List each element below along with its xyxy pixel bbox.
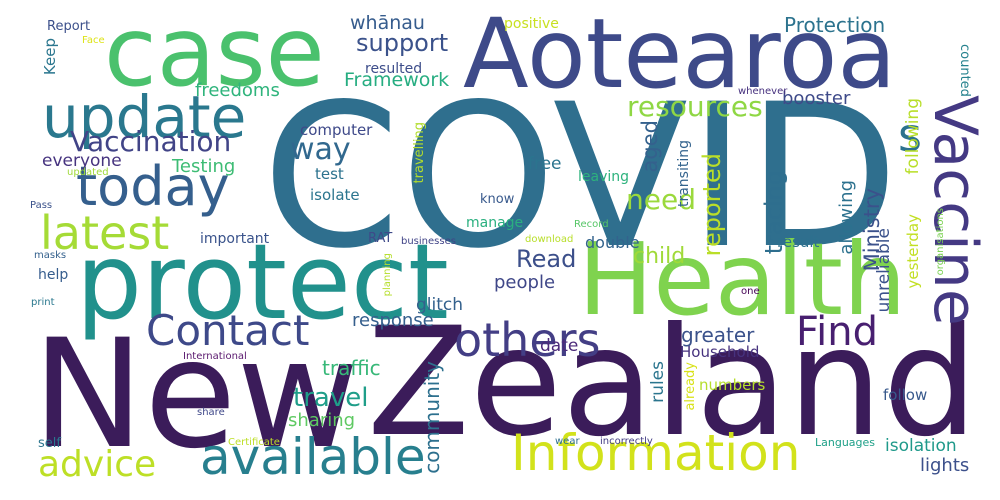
- word-everyone: everyone: [42, 151, 122, 171]
- word-information: Information: [511, 424, 801, 482]
- word-positive: positive: [504, 16, 559, 32]
- word-latest: latest: [40, 206, 170, 260]
- word-date: date: [540, 336, 579, 356]
- word-covid: COVID: [262, 61, 899, 292]
- word-print: print: [31, 297, 55, 308]
- word-whanau: whānau: [350, 12, 425, 34]
- word-zealand: Zealand: [367, 296, 978, 470]
- word-leaving: leaving: [578, 169, 630, 185]
- word-resources: resources: [627, 90, 763, 123]
- word-following: following: [903, 98, 923, 175]
- word-isolate: isolate: [310, 186, 360, 204]
- word-testing: Testing: [172, 156, 236, 177]
- word-pass: Pass: [30, 200, 53, 211]
- word-read: Read: [516, 245, 577, 273]
- word-self: self: [38, 436, 61, 451]
- word-result: result: [777, 233, 820, 251]
- word-glitch: glitch: [416, 295, 464, 315]
- word-health: Health: [578, 221, 907, 338]
- word-way: way: [290, 132, 351, 167]
- word-community: community: [420, 361, 444, 474]
- word-lights: lights: [920, 455, 970, 476]
- word-share: share: [197, 407, 225, 418]
- word-whenever: whenever: [738, 86, 788, 97]
- word-free: free: [528, 154, 562, 174]
- word-help: help: [38, 267, 69, 283]
- word-vaccine: Vaccine: [920, 95, 990, 326]
- word-international: International: [183, 351, 247, 362]
- word-unreliable: unreliable: [874, 228, 894, 313]
- word-today: today: [76, 155, 230, 218]
- word-greater: greater: [681, 323, 755, 347]
- word-update: update: [42, 83, 247, 151]
- word-s: s: [898, 108, 922, 162]
- word-reported: reported: [698, 153, 726, 257]
- word-double: double: [585, 233, 640, 252]
- word-household: Household: [680, 343, 760, 361]
- word-support: support: [356, 29, 449, 57]
- word-protect: protect: [76, 221, 449, 343]
- word-people: people: [494, 272, 556, 293]
- word-one: one: [741, 286, 760, 297]
- word-already: already: [683, 362, 698, 411]
- word-rules: rules: [648, 361, 668, 403]
- word-incorrectly: incorrectly: [600, 436, 653, 447]
- word-certificate: Certificate: [228, 437, 280, 448]
- word-rat: RAT: [368, 231, 393, 246]
- word-need: need: [626, 183, 696, 216]
- word-freedoms: freedoms: [195, 80, 280, 101]
- word-test: test: [315, 165, 344, 183]
- word-wear: wear: [555, 436, 580, 447]
- word-new: New: [32, 308, 360, 482]
- word-yesterday: yesterday: [904, 214, 922, 289]
- word-response: response: [352, 310, 434, 331]
- word-allowing: allowing: [836, 180, 857, 255]
- word-travel: travel: [293, 383, 369, 413]
- word-available: available: [200, 428, 426, 486]
- word-vaccination: Vaccination: [70, 125, 232, 158]
- word-keep: Keep: [41, 38, 59, 76]
- word-traffic: traffic: [322, 356, 381, 380]
- word-businesses: businesses: [401, 236, 456, 247]
- word-advice: advice: [38, 444, 157, 485]
- word-travelling: travelling: [412, 122, 427, 184]
- word-follow: follow: [883, 386, 928, 404]
- word-aotearoa: Aotearoa: [463, 0, 897, 110]
- word-child: child: [633, 244, 686, 269]
- word-transiting: transiting: [676, 140, 692, 208]
- word-protection: Protection: [784, 13, 886, 37]
- word-download: download: [525, 234, 574, 245]
- word-others: others: [454, 313, 601, 367]
- word-report: Report: [47, 19, 91, 34]
- word-case: case: [104, 0, 325, 108]
- word-sharing: sharing: [288, 410, 356, 431]
- word-computer: computer: [300, 121, 373, 139]
- word-masks: masks: [34, 250, 67, 261]
- word-important: important: [200, 231, 270, 247]
- word-numbers: numbers: [699, 376, 766, 394]
- word-planning: planning: [382, 253, 393, 297]
- word-face: Face: [82, 35, 105, 46]
- word-isolation: isolation: [885, 436, 957, 456]
- word-find: Find: [796, 309, 878, 355]
- word-resulted: resulted: [365, 61, 423, 77]
- word-organisations: organisations: [935, 208, 946, 276]
- word-framework: Framework: [344, 69, 450, 91]
- word-languages: Languages: [815, 436, 876, 449]
- word-contact: Contact: [146, 306, 310, 355]
- word-booster: booster: [782, 88, 851, 109]
- word-updated: updated: [67, 167, 109, 178]
- word-counted: counted: [957, 44, 972, 97]
- word-aged: aged: [638, 120, 662, 173]
- word-manage: manage: [466, 215, 524, 231]
- word-record: Record: [574, 219, 609, 230]
- word-know: know: [480, 192, 515, 207]
